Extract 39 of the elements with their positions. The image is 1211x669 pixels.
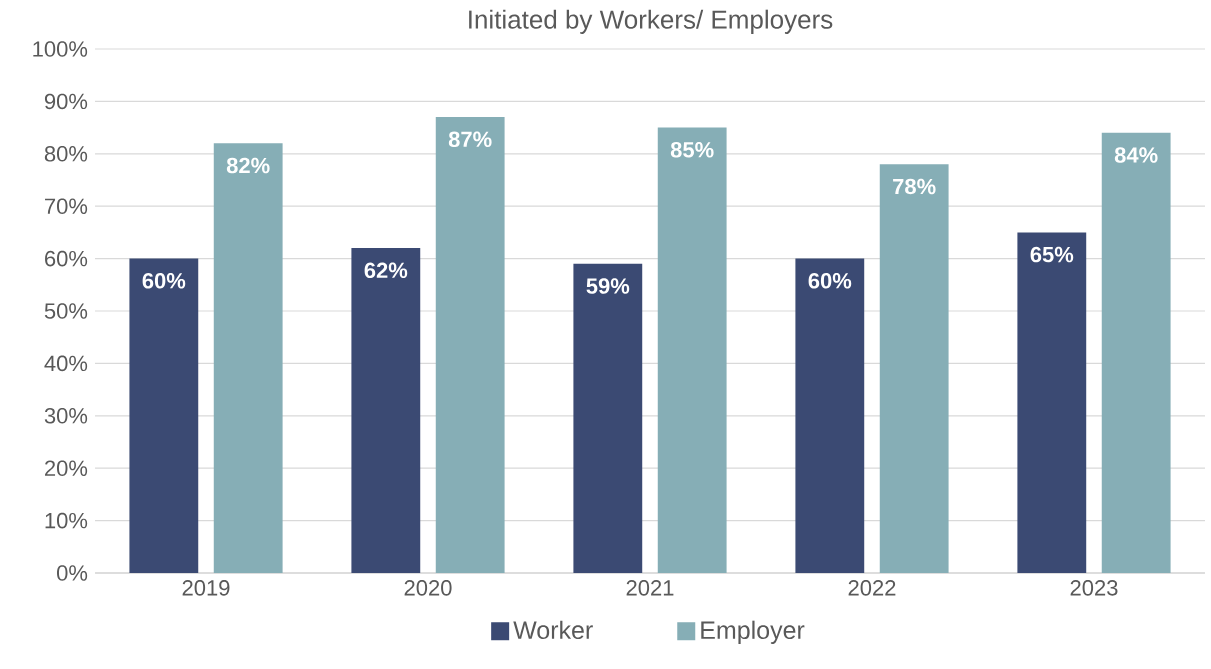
y-tick-label: 10%	[45, 512, 88, 529]
data-label: 62%	[364, 262, 408, 279]
data-label: 85%	[670, 142, 714, 158]
legend-label: Worker	[513, 620, 593, 640]
y-tick-label: 0%	[56, 565, 88, 581]
x-tick-label: 2021	[626, 580, 674, 596]
bar	[351, 248, 421, 573]
y-tick-label: 70%	[45, 198, 88, 214]
bar	[129, 258, 199, 573]
x-tick-label: 2022	[848, 580, 896, 596]
bar	[1101, 132, 1171, 573]
data-label: 65%	[1030, 246, 1074, 263]
data-label: 82%	[226, 157, 270, 174]
y-tick-label: 80%	[44, 146, 88, 162]
data-label: 84%	[1114, 147, 1158, 163]
x-tick-label: 2019	[182, 580, 230, 596]
legend-label: Employer	[701, 620, 805, 644]
bar	[573, 263, 643, 573]
bar	[657, 127, 727, 573]
bar	[879, 164, 949, 573]
bar	[1017, 232, 1087, 573]
data-label: 59%	[586, 278, 630, 294]
y-tick-label: 90%	[44, 93, 88, 110]
y-tick-label: 20%	[45, 460, 88, 476]
x-tick-label: 2020	[404, 580, 452, 596]
y-tick-label: 50%	[44, 303, 88, 319]
chart-title: Initiated by Workers/ Employers	[469, 9, 833, 34]
bar	[435, 117, 505, 573]
bar	[213, 143, 283, 573]
data-label: 60%	[808, 273, 852, 289]
data-label: 87%	[448, 131, 492, 148]
data-label: 60%	[142, 273, 186, 289]
y-tick-label: 100%	[33, 41, 88, 57]
data-label: 78%	[893, 178, 936, 195]
y-tick-label: 60%	[45, 250, 88, 267]
bar	[795, 258, 865, 573]
x-tick-label: 2023	[1070, 580, 1118, 596]
y-tick-label: 40%	[44, 355, 88, 372]
y-tick-label: 30%	[44, 408, 88, 424]
